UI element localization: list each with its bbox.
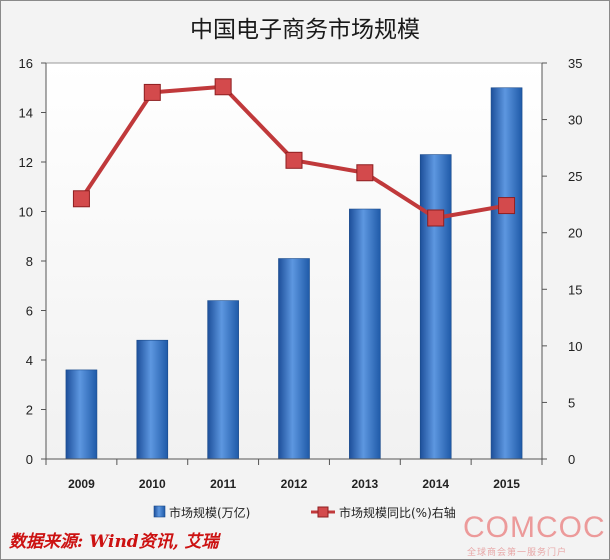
x-tick-label: 2012 — [281, 477, 308, 491]
bar-2011 — [207, 300, 239, 460]
y-left-tick-label: 8 — [26, 254, 33, 269]
bar-2013 — [349, 208, 381, 460]
source-note: 数据来源: Wind资讯, 艾瑞 — [9, 532, 219, 552]
y-left-tick-label: 0 — [26, 452, 33, 467]
y-left-tick-label: 10 — [19, 205, 33, 220]
legend-swatch-marker — [317, 506, 329, 518]
line-point-2012 — [285, 151, 303, 169]
line-point-2011 — [214, 78, 232, 96]
bar-2012 — [278, 258, 310, 460]
x-tick-label: 2013 — [352, 477, 379, 491]
y-right-tick-label: 10 — [568, 339, 582, 354]
x-tick-label: 2009 — [68, 477, 95, 491]
y-right-tick-label: 20 — [568, 226, 582, 241]
y-left-tick-label: 4 — [26, 353, 33, 368]
watermark: COMCOC 全球商会第一服务门户 — [461, 509, 610, 559]
line-point-2010 — [143, 83, 161, 101]
watermark-logo: COMCOC — [463, 511, 606, 544]
legend-label-line: 市场规模同比(%)右轴 — [339, 505, 456, 520]
y-right-tick-label: 30 — [568, 113, 582, 128]
line-point-2014 — [427, 209, 445, 227]
chart-title: 中国电子商务市场规模 — [190, 17, 420, 43]
y-right-tick-label: 0 — [568, 452, 575, 467]
y-left-tick-label: 6 — [26, 304, 33, 319]
legend-label-bar: 市场规模(万亿) — [169, 505, 250, 520]
watermark-tagline: 全球商会第一服务门户 — [467, 548, 568, 558]
y-left-tick-label: 16 — [19, 56, 33, 71]
line-point-2015 — [498, 197, 516, 215]
x-tick-label: 2014 — [422, 477, 449, 491]
y-right-tick-label: 5 — [568, 395, 575, 410]
x-tick-label: 2015 — [493, 477, 520, 491]
y-right-tick-label: 25 — [568, 169, 582, 184]
y-left-tick-label: 14 — [19, 106, 33, 121]
bar-2009 — [65, 369, 98, 460]
y-right-tick-label: 35 — [568, 56, 582, 71]
bar-2015 — [490, 87, 523, 460]
line-point-2009 — [72, 190, 90, 208]
y-left-tick-label: 2 — [26, 403, 33, 418]
y-right-tick-label: 15 — [568, 282, 582, 297]
bar-2014 — [419, 154, 452, 460]
bar-2010 — [136, 339, 169, 460]
y-left-tick-label: 12 — [19, 155, 33, 170]
line-point-2013 — [356, 164, 374, 182]
legend-swatch-bar — [153, 505, 166, 518]
x-tick-label: 2011 — [210, 477, 236, 491]
x-tick-label: 2010 — [139, 477, 166, 491]
